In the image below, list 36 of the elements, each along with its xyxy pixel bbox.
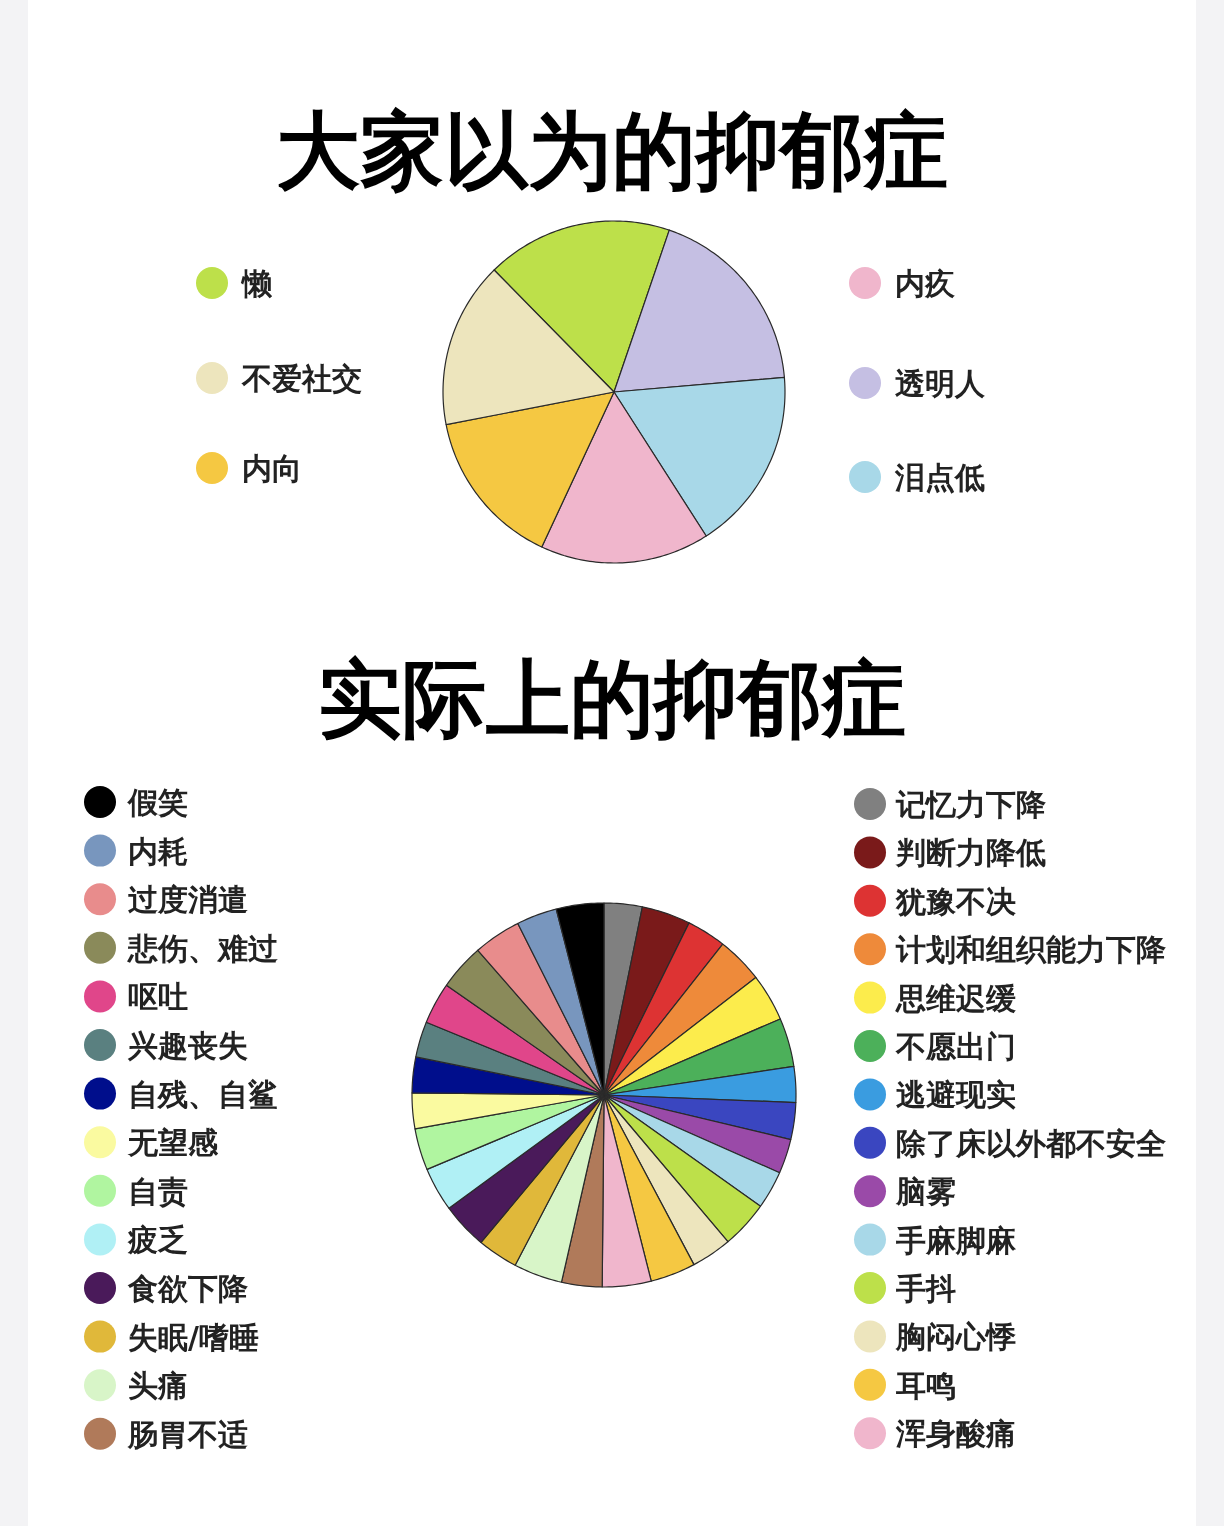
legend-label: 浑身酸痛 (895, 1416, 1016, 1452)
legend-label: 自残、自鲨 (128, 1076, 278, 1112)
legend-label: 失眠/嗜睡 (128, 1319, 259, 1355)
legend-label: 头痛 (128, 1368, 188, 1404)
legend-label: 肠胃不适 (127, 1416, 248, 1452)
legend-label: 透明人 (895, 366, 986, 401)
legend-label: 手抖 (895, 1271, 956, 1306)
legend-label: 疲乏 (127, 1222, 188, 1258)
legend-label: 除了床以外都不安全 (896, 1125, 1166, 1161)
legend-label: 泪点低 (894, 460, 985, 495)
legend-label: 内耗 (128, 833, 188, 869)
legend-label: 思维迟缓 (895, 980, 1016, 1016)
chart-title: 大家以为的抑郁症 (276, 102, 948, 200)
legend-label: 不愿出门 (895, 1029, 1016, 1064)
legend-label: 不爱社交 (241, 361, 362, 396)
legend-label: 食欲下降 (127, 1271, 248, 1306)
legend-label: 手麻脚麻 (895, 1222, 1017, 1258)
legend-label: 逃避现实 (896, 1077, 1016, 1113)
legend-label: 懒 (240, 266, 273, 301)
legend-label: 判断力降低 (895, 835, 1046, 871)
legend-label: 记忆力下降 (895, 787, 1046, 822)
legend-label: 兴趣丧失 (127, 1028, 248, 1063)
legend-label: 假笑 (127, 785, 188, 820)
legend-label: 悲伤、难过 (127, 930, 278, 966)
legend-label: 自责 (128, 1173, 188, 1209)
legend-label: 脑雾 (895, 1174, 956, 1210)
legend-label: 内向 (242, 451, 302, 486)
legend-label: 过度消遣 (128, 882, 248, 918)
legend-label: 计划和组织能力下降 (895, 932, 1166, 968)
chart-title: 实际上的抑郁症 (318, 650, 906, 748)
legend-label: 犹豫不决 (895, 883, 1016, 919)
legend-label: 呕吐 (128, 979, 188, 1015)
legend-label: 无望感 (127, 1125, 219, 1161)
legend-label: 耳鸣 (895, 1367, 956, 1403)
legend-label: 内疚 (895, 266, 955, 301)
legend-label: 胸闷心悸 (895, 1319, 1016, 1355)
